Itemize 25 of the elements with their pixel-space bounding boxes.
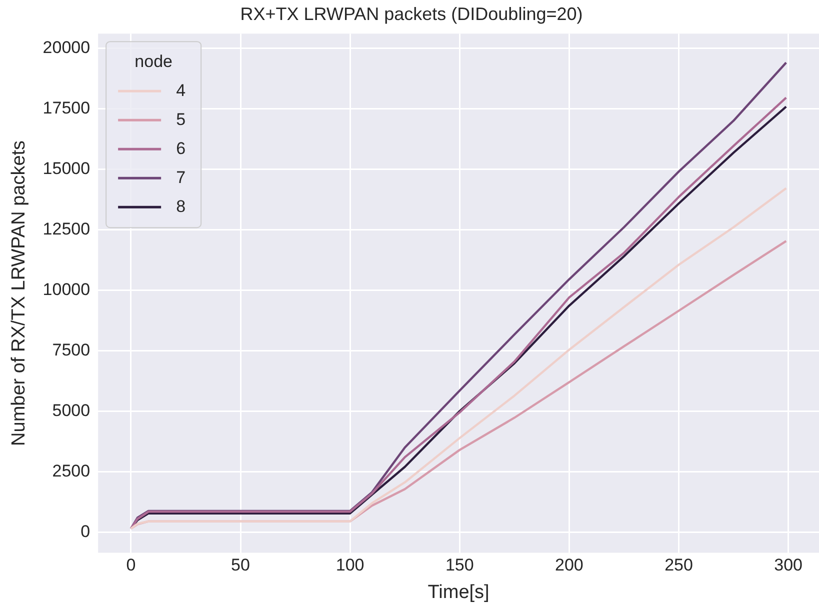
x-tick-label: 300 — [774, 556, 803, 575]
x-tick-label: 50 — [231, 556, 250, 575]
y-tick-label: 2500 — [52, 461, 90, 480]
legend-label: 6 — [176, 138, 186, 158]
chart-title: RX+TX LRWPAN packets (DIDoubling=20) — [240, 4, 583, 24]
x-tick-label: 100 — [336, 556, 364, 575]
y-tick-label: 17500 — [42, 98, 90, 118]
legend-label: 4 — [176, 80, 186, 100]
x-tick-label: 150 — [445, 556, 474, 575]
legend-title: node — [134, 52, 172, 71]
x-axis-title: Time[s] — [428, 582, 490, 603]
y-tick-label: 7500 — [52, 340, 90, 360]
y-tick-label: 5000 — [52, 400, 90, 420]
y-tick-label: 12500 — [42, 219, 90, 238]
x-tick-label: 250 — [664, 556, 693, 575]
legend-label: 7 — [176, 168, 186, 187]
y-tick-label: 10000 — [42, 280, 90, 299]
x-tick-label: 200 — [555, 556, 584, 575]
y-tick-label: 15000 — [42, 158, 90, 178]
legend-label: 5 — [176, 110, 186, 129]
y-tick-label: 20000 — [42, 38, 90, 57]
legend-label: 8 — [176, 196, 186, 216]
y-axis-title: Number of RX/TX LRWPAN packets — [8, 140, 30, 446]
x-tick-label: 0 — [126, 556, 136, 575]
y-tick-label: 0 — [80, 522, 90, 541]
